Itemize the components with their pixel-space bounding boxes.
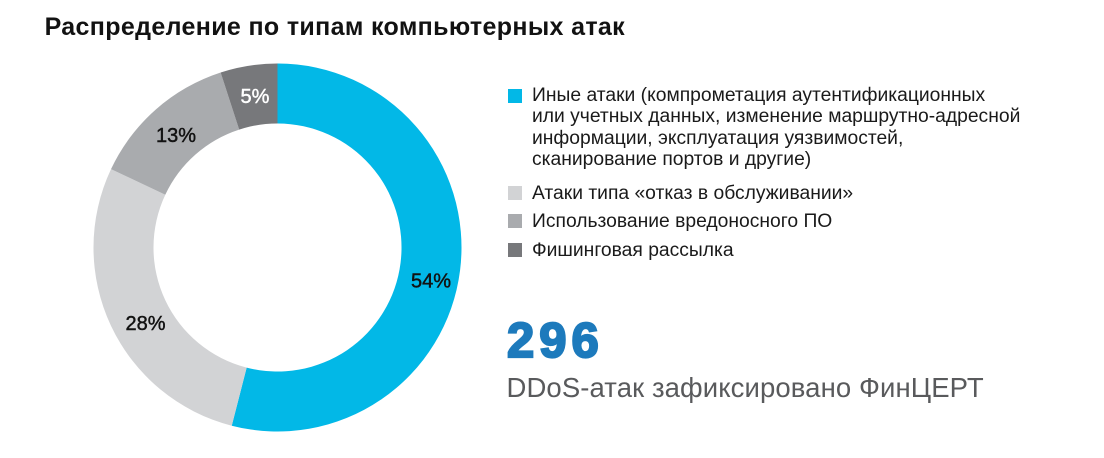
- svg-text:28%: 28%: [125, 313, 165, 335]
- svg-text:54%: 54%: [411, 271, 451, 293]
- svg-text:5%: 5%: [241, 86, 270, 108]
- svg-text:13%: 13%: [156, 125, 196, 147]
